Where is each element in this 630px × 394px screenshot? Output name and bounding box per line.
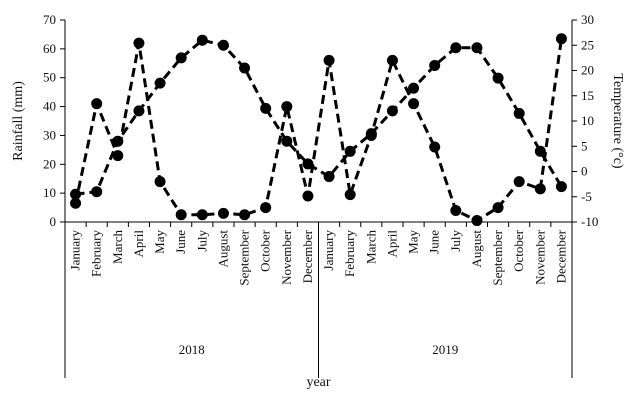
temperature-point [492,72,504,84]
rainfall-point [217,207,229,219]
right-tick-label: -5 [581,189,592,204]
rainfall-point [175,209,187,221]
rainfall-point [534,183,546,195]
x-axis-title: year [306,375,330,389]
rainfall-point [154,176,166,188]
x-category-label: September [490,229,505,285]
axes-group: 0 10 20 30 40 50 60 70 -10 -5 0 5 10 15 20 25 30 January F… [43,12,598,378]
temperature-point [408,82,420,94]
right-axis-title: Temperature (°c) [610,73,625,169]
series-group [70,33,567,227]
right-tick-label: 10 [581,113,594,128]
x-category-label: July [448,230,463,252]
right-tick-label: 20 [581,63,594,78]
rainfall-point [239,209,251,221]
temperature-point [513,107,525,119]
x-category-label: November [279,229,294,285]
right-tick-label: 25 [581,37,594,52]
x-category-label: May [406,230,421,254]
temperature-point [133,105,145,117]
temperature-point [534,145,546,157]
right-tick-label: 5 [581,138,588,153]
temperature-point [154,77,166,89]
temperature-point [260,102,272,114]
rainfall-point [450,204,462,216]
x-category-label: April [131,230,146,258]
rainfall-point [281,101,293,113]
x-category-label: April [384,230,399,258]
rainfall-point [112,150,124,162]
rainfall-point [91,98,103,110]
left-tick-label: 10 [43,185,56,200]
x-category-label: January [321,230,336,271]
x-category-label: September [237,229,252,285]
left-tick-label: 40 [43,99,56,114]
x-category-label: May [152,230,167,254]
temperature-point [91,186,103,198]
year-label: 2018 [179,342,205,357]
x-category-label: June [173,230,188,254]
rainfall-point [133,37,145,49]
temperature-point [239,62,251,74]
rainfall-point [196,209,208,221]
rainfall-point [471,215,483,227]
x-category-label: June [427,230,442,254]
left-tick-label: 60 [43,41,56,56]
x-category-label: December [300,229,315,283]
temperature-line [75,38,563,196]
rainfall-point [70,197,82,209]
left-tick-label: 70 [43,12,56,27]
year-label: 2019 [432,342,458,357]
rainfall-point [408,98,420,110]
left-tick-label: 30 [43,127,56,142]
temperature-point [196,34,208,46]
x-category-label: March [363,230,378,264]
x-category-label: November [532,229,547,285]
x-category-label: July [194,230,209,252]
rainfall-point [492,202,504,214]
rainfall-point [429,141,441,153]
x-category-label: February [342,230,357,277]
temperature-point [429,59,441,71]
rainfall-point [344,189,356,201]
temperature-point [365,128,377,140]
rainfall-point [386,54,398,66]
left-tick-label: 50 [43,70,56,85]
temperature-point [555,181,567,193]
x-category-label: February [89,230,104,277]
temperature-point [471,42,483,54]
right-tick-label: 30 [581,12,594,27]
x-category-label: August [215,230,230,268]
left-tick-label: 0 [50,214,57,229]
temperature-point [450,42,462,54]
temperature-point [70,188,82,200]
left-tick-label: 20 [43,156,56,171]
rainfall-point [260,202,272,214]
rainfall-line [74,38,563,223]
temperature-point [217,39,229,51]
x-category-label: January [68,230,83,271]
x-category-label: October [258,229,273,272]
rainfall-point [555,33,567,45]
temperature-point [323,171,335,183]
temperature-point [281,135,293,147]
temperature-point [112,135,124,147]
rainfall-point [513,176,525,188]
right-tick-label: -10 [581,214,598,229]
rainfall-point [302,190,314,202]
rainfall-point [323,54,335,66]
temperature-point [344,145,356,157]
right-tick-label: 0 [581,164,588,179]
temperature-point [302,158,314,170]
right-tick-label: 15 [581,88,594,103]
x-category-label: August [469,230,484,268]
left-axis-title: Rainfall (mm) [11,81,26,161]
x-category-label: March [110,230,125,264]
x-category-label: December [553,229,568,283]
temperature-point [175,52,187,64]
temperature-point [386,105,398,117]
x-category-label: October [511,229,526,272]
